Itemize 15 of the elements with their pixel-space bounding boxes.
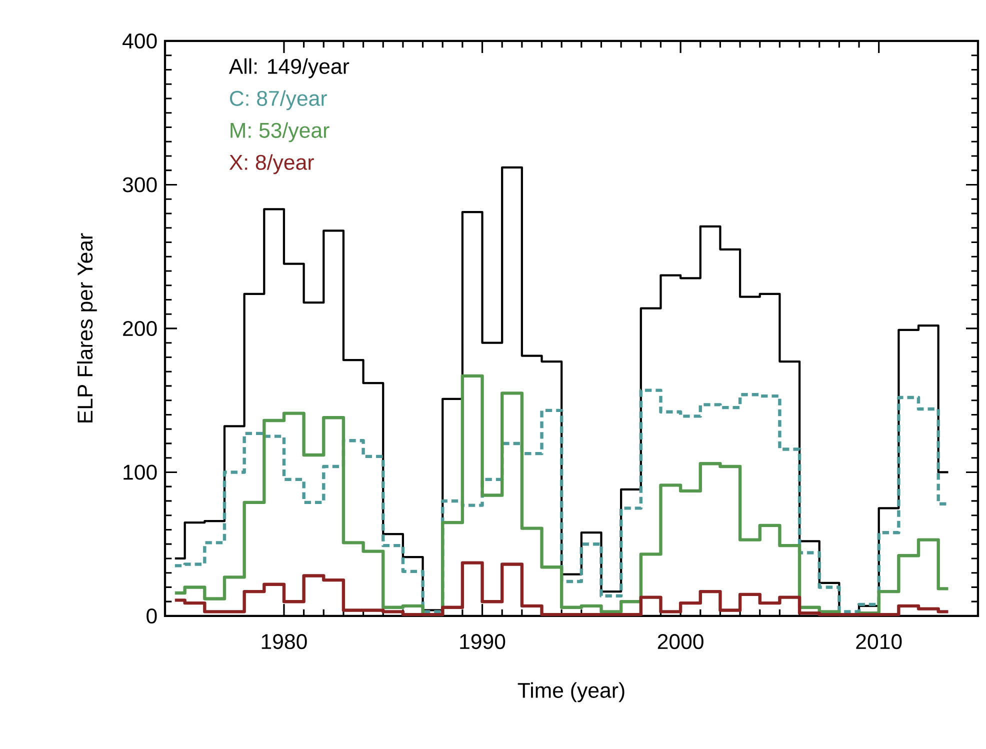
y-tick-label: 300	[122, 177, 157, 192]
y-tick-label: 100	[124, 464, 157, 480]
text: M: 53/year	[230, 122, 330, 142]
legend-label: All: 149/year	[228, 58, 350, 78]
x-tick-label: 1980	[262, 634, 307, 650]
y-tick-label: 0	[146, 608, 157, 624]
y-axis-title: ELP Flares per Year	[77, 233, 97, 422]
x-tick-label: 2000	[658, 634, 704, 650]
text: X: 8/year	[229, 154, 314, 174]
x-axis-title: Time (year)	[518, 682, 624, 702]
x-tick-label: 2010	[856, 634, 902, 650]
y-tick-label: 200	[123, 320, 157, 336]
text: C: 87/year	[230, 90, 327, 110]
y-tick-label: 400	[122, 33, 157, 49]
x-tick-label: 1990	[460, 634, 506, 650]
